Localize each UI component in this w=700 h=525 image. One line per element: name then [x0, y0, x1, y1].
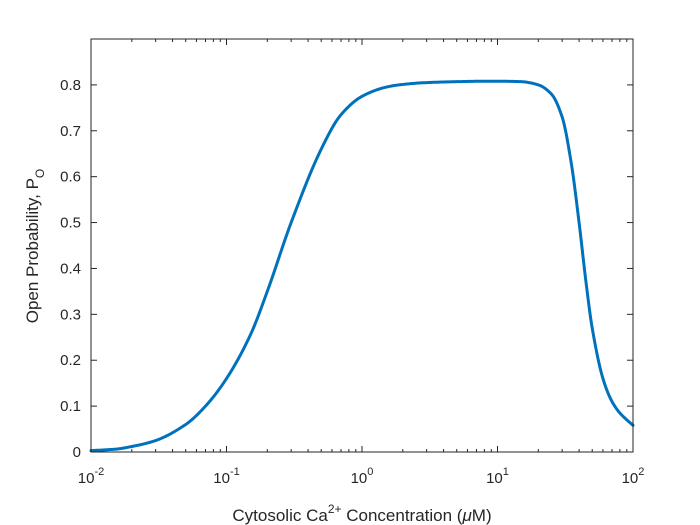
x-tick-label-base: 10 — [213, 470, 230, 487]
plot-area — [91, 39, 633, 452]
y-axis-label-subscript: O — [33, 169, 47, 178]
plot-frame — [90, 38, 634, 453]
y-tick-label: 0.6 — [60, 169, 81, 186]
x-tick-label-base: 10 — [351, 470, 368, 487]
y-tick-label: 0.1 — [60, 398, 81, 415]
x-tick-label-base: 10 — [78, 470, 95, 487]
x-tick-label-exponent: 0 — [367, 466, 373, 478]
x-tick-label-exponent: -1 — [230, 466, 240, 478]
x-tick-labels: 10-2 10-1 100 101 102 — [78, 466, 645, 487]
x-tick-label-exponent: -2 — [94, 466, 104, 478]
x-tick-label-base: 10 — [486, 470, 503, 487]
y-tick-label: 0.4 — [60, 260, 81, 277]
x-tick-label-exponent: 2 — [638, 466, 644, 478]
x-axis-label-symbol: μ — [461, 506, 472, 525]
y-tick-label: 0.8 — [60, 77, 81, 94]
x-axis-label-prefix: Cytosolic Ca — [232, 506, 328, 525]
x-axis-label-superscript: 2+ — [328, 502, 342, 516]
x-tick-label: 101 — [486, 466, 509, 487]
x-axis-label-suffix: Concentration ( — [342, 506, 463, 525]
x-tick-label: 10-1 — [213, 466, 239, 487]
y-tick-label: 0.5 — [60, 215, 81, 232]
x-tick-label: 102 — [622, 466, 645, 487]
x-tick-label-base: 10 — [622, 470, 639, 487]
x-axis-label: Cytosolic Ca2+ Concentration (μM) — [232, 502, 491, 525]
y-tick-label: 0.3 — [60, 306, 81, 323]
y-axis-label: Open Probability, PO — [23, 169, 47, 324]
y-axis-label-main: Open Probability, P — [23, 178, 42, 323]
x-axis-label-unit: M) — [472, 506, 492, 525]
x-tick-label: 10-2 — [78, 466, 104, 487]
series-line-open-probability — [89, 79, 635, 453]
y-tick-label: 0.7 — [60, 123, 81, 140]
y-tick-label: 0 — [73, 444, 81, 461]
y-tick-labels: 0 0.1 0.2 0.3 0.4 0.5 0.6 0.7 0.8 — [60, 77, 81, 461]
x-tick-label: 100 — [351, 466, 374, 487]
y-tick-label: 0.2 — [60, 352, 81, 369]
x-tick-label-exponent: 1 — [503, 466, 509, 478]
